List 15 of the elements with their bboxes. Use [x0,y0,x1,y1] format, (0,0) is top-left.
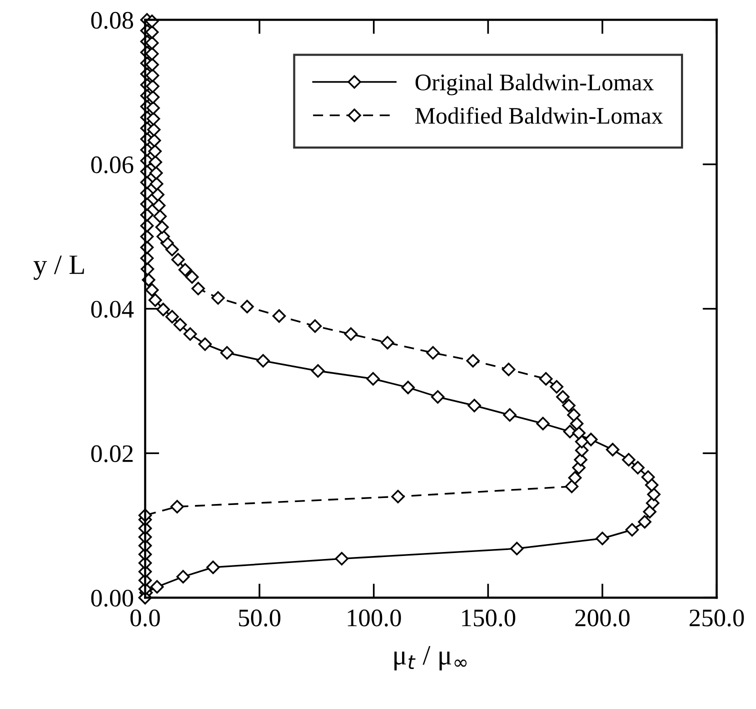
y-tick-label: 0.00 [91,590,134,607]
legend-label: Modified Baldwin-Lomax [415,106,663,124]
x-axis-title: μ$_{t}$ / μ$_{∞}$ [394,646,467,670]
x-tick-label: 0.0 [130,610,160,626]
y-axis-title: y / L [34,256,84,280]
y-tick-label: 0.06 [91,156,134,174]
x-tick-label: 100.0 [348,610,401,626]
x-tick-label: 200.0 [575,610,630,626]
legend-label: Original Baldwin-Lomax [416,74,654,96]
x-tick-label: 150.0 [462,610,516,626]
y-tick-label: 0.02 [91,445,133,462]
y-tick-label: 0.08 [91,12,134,29]
x-tick-label: 250.0 [690,610,744,626]
y-tick-label: 0.04 [91,300,134,318]
x-tick-label: 50.0 [239,610,280,626]
